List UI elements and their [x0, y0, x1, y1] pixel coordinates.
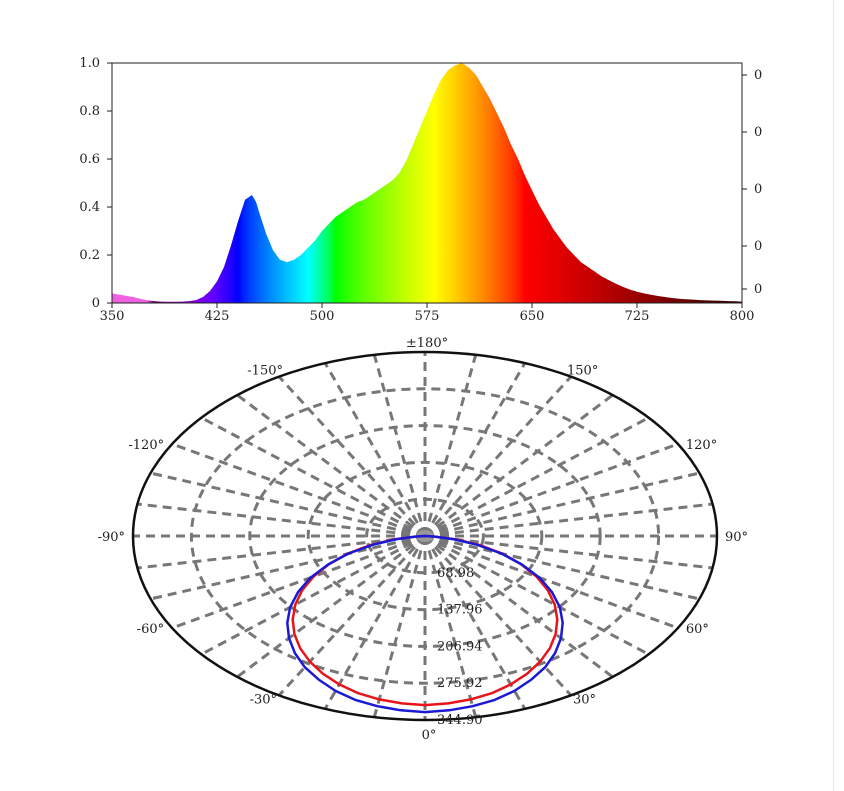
polar-series-2 — [286, 534, 564, 714]
polar-spoke — [424, 534, 650, 656]
page-divider — [833, 0, 834, 791]
polar-spoke — [424, 534, 713, 570]
polar-spoke — [150, 471, 426, 538]
right-tick-label: 0 — [754, 182, 762, 197]
polar-spoke — [423, 534, 573, 697]
polar-spoke — [137, 534, 426, 570]
x-tick-label: 500 — [310, 309, 335, 324]
polar-spoke — [423, 354, 478, 537]
x-tick-label: 725 — [625, 309, 650, 324]
polar-spoke — [424, 534, 614, 679]
polar-angle-label: 90° — [725, 530, 748, 545]
spectrum-chart: 350 425 500 575 650 725 800 0 0.2 0.4 0.6 0.8 1.0 0 0 0… — [79, 56, 762, 324]
polar-angle-label: 60° — [686, 622, 709, 637]
polar-spoke — [200, 416, 426, 538]
polar-spoke — [137, 502, 426, 538]
polar-angle-label: ±180° — [406, 336, 448, 351]
x-tick-label: 575 — [415, 309, 440, 324]
x-tick-label: 650 — [520, 309, 545, 324]
x-tick-label: 425 — [205, 309, 230, 324]
polar-spoke — [200, 534, 426, 656]
polar-angle-label: -90° — [98, 530, 125, 545]
polar-spoke — [236, 534, 426, 679]
polar-spoke — [424, 416, 650, 538]
polar-angle-label: 0° — [422, 728, 437, 743]
polar-radius-label: 137.96 — [437, 603, 483, 618]
polar-spoke — [424, 393, 614, 538]
polar-spoke — [323, 362, 427, 537]
polar-spoke — [372, 354, 427, 537]
x-tick-label: 350 — [100, 309, 125, 324]
polar-outer-ring — [131, 350, 719, 722]
polar-radius-label: 206.94 — [437, 639, 483, 654]
y-tick-label: 1.0 — [79, 56, 100, 71]
spectrum-area — [112, 63, 742, 303]
polar-angle-label: 30° — [573, 692, 596, 707]
right-tick-label: 0 — [754, 239, 762, 254]
polar-spoke — [423, 535, 527, 710]
polar-spoke — [277, 534, 427, 697]
polar-angle-label: -150° — [247, 364, 283, 379]
polar-spoke — [423, 375, 573, 538]
polar-spoke — [372, 535, 427, 718]
polar-angle-label: -30° — [250, 692, 277, 707]
polar-spoke — [236, 393, 426, 538]
x-tick-label: 800 — [730, 309, 755, 324]
y-tick-label: 0 — [92, 296, 100, 311]
right-tick-label: 0 — [754, 68, 762, 83]
polar-spoke — [424, 534, 700, 601]
polar-angle-label: 120° — [686, 438, 717, 453]
polar-spoke — [277, 375, 427, 538]
polar-radius-label: 275.92 — [437, 676, 483, 691]
right-tick-label: 0 — [754, 125, 762, 140]
polar-radius-label: 68.98 — [437, 566, 474, 581]
polar-chart: 0° 30° 60° 90° 120° 150° ±180° -150° -120° -90° -6… — [98, 336, 748, 743]
y-tick-label: 0.4 — [79, 200, 100, 215]
polar-ring — [306, 460, 544, 612]
polar-spoke — [323, 535, 427, 710]
y-tick-label: 0.6 — [79, 152, 100, 167]
polar-angle-label: -60° — [137, 622, 164, 637]
polar-spoke — [150, 534, 426, 601]
polar-radius-label: 344.90 — [437, 713, 483, 728]
polar-angle-label: 150° — [567, 364, 598, 379]
y-tick-label: 0.8 — [79, 104, 100, 119]
polar-spoke — [424, 471, 700, 538]
right-tick-label: 0 — [754, 282, 762, 297]
polar-spoke — [423, 362, 527, 537]
polar-angle-label: -120° — [128, 438, 164, 453]
polar-spoke — [423, 535, 478, 718]
polar-spoke — [424, 502, 713, 538]
y-tick-label: 0.2 — [79, 248, 100, 263]
